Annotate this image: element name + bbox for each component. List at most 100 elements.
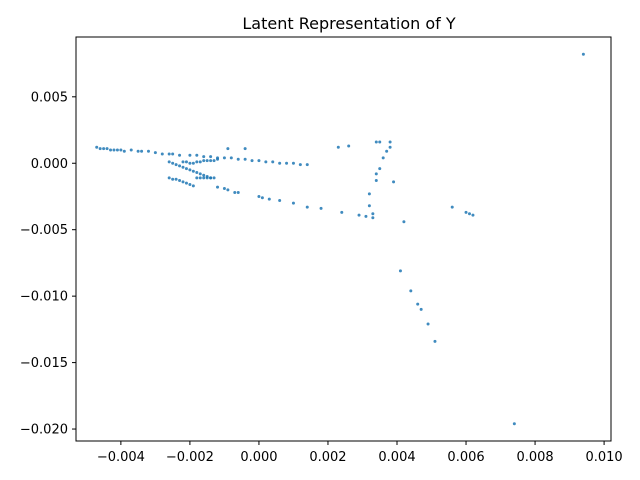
data-point: [174, 163, 178, 167]
x-tick-label: 0.000: [240, 450, 277, 465]
data-point: [202, 155, 206, 159]
data-point: [181, 165, 185, 169]
data-point: [371, 216, 375, 220]
data-point: [236, 190, 240, 194]
data-point: [212, 159, 216, 163]
data-point: [198, 176, 202, 180]
data-point: [364, 214, 368, 218]
data-point: [291, 161, 295, 165]
data-point: [216, 185, 220, 189]
data-point: [115, 148, 119, 152]
data-point: [184, 167, 188, 171]
data-point: [229, 156, 233, 160]
data-point: [167, 160, 171, 164]
data-point: [191, 169, 195, 173]
data-point: [191, 161, 195, 165]
data-point: [129, 148, 133, 152]
plot-frame: [75, 36, 612, 442]
data-point: [388, 140, 392, 144]
data-point: [367, 192, 371, 196]
data-point: [450, 205, 454, 209]
data-point: [305, 205, 309, 209]
data-point: [102, 147, 106, 151]
data-point: [419, 307, 423, 311]
data-point: [264, 160, 268, 164]
data-point: [371, 212, 375, 216]
data-point: [226, 147, 230, 151]
data-point: [202, 173, 206, 177]
data-point: [212, 176, 216, 180]
data-point: [374, 172, 378, 176]
data-point: [278, 198, 282, 202]
y-tick-label: −0.005: [20, 223, 68, 238]
data-point: [140, 149, 144, 153]
data-point: [153, 151, 157, 155]
data-point: [109, 148, 113, 152]
x-tick-label: 0.006: [447, 450, 484, 465]
data-point: [171, 161, 175, 165]
data-point: [385, 149, 389, 153]
data-point: [184, 181, 188, 185]
y-axis: 0.005 0.000 −0.005 −0.010 −0.015 −0.020: [20, 90, 76, 438]
data-point: [205, 159, 209, 163]
data-point: [122, 149, 126, 153]
data-point: [174, 177, 178, 181]
data-point: [381, 156, 385, 160]
y-tick-label: 0.000: [31, 157, 68, 172]
data-point: [226, 188, 230, 192]
data-point: [181, 160, 185, 164]
data-point: [184, 160, 188, 164]
data-point: [319, 206, 323, 210]
data-point: [340, 210, 344, 214]
data-point: [202, 176, 206, 180]
data-point: [160, 152, 164, 156]
data-point: [222, 187, 226, 190]
data-point: [171, 152, 175, 156]
data-point: [188, 161, 192, 165]
scatter-points: [95, 52, 585, 426]
data-point: [291, 201, 295, 205]
data-point: [95, 145, 99, 149]
data-point: [260, 196, 264, 200]
data-point: [233, 190, 237, 194]
data-point: [243, 147, 247, 151]
x-axis: −0.004 −0.002 0.000 0.002 0.004 0.006 0.008 0.0…: [97, 441, 623, 465]
y-tick-label: −0.015: [20, 356, 68, 371]
data-point: [178, 179, 182, 183]
data-point: [205, 176, 209, 180]
chart-title: Latent Representation of Y: [242, 14, 455, 33]
data-point: [195, 160, 199, 164]
data-point: [378, 167, 382, 171]
data-point: [402, 220, 406, 224]
data-point: [416, 302, 420, 306]
x-tick-label: 0.008: [516, 450, 553, 465]
y-tick-label: −0.010: [20, 290, 68, 305]
data-point: [464, 210, 468, 214]
data-point: [581, 52, 585, 56]
data-point: [181, 180, 185, 184]
data-point: [257, 159, 261, 163]
y-tick-label: 0.005: [31, 90, 68, 105]
x-tick-label: 0.010: [585, 450, 622, 465]
data-point: [198, 160, 202, 164]
data-point: [119, 148, 123, 152]
data-point: [112, 148, 116, 152]
data-point: [512, 422, 516, 426]
data-point: [243, 157, 247, 161]
data-point: [433, 339, 437, 343]
data-point: [209, 159, 213, 163]
data-point: [388, 145, 392, 149]
data-point: [374, 140, 378, 144]
y-tick-label: −0.020: [20, 423, 68, 438]
data-point: [374, 179, 378, 183]
data-point: [267, 197, 271, 201]
data-point: [471, 213, 475, 217]
data-point: [222, 156, 226, 160]
data-point: [167, 176, 171, 180]
data-point: [136, 149, 140, 153]
data-point: [195, 153, 199, 157]
x-tick-label: −0.002: [166, 450, 214, 465]
data-point: [98, 147, 102, 151]
data-point: [357, 213, 361, 217]
data-point: [347, 144, 351, 148]
